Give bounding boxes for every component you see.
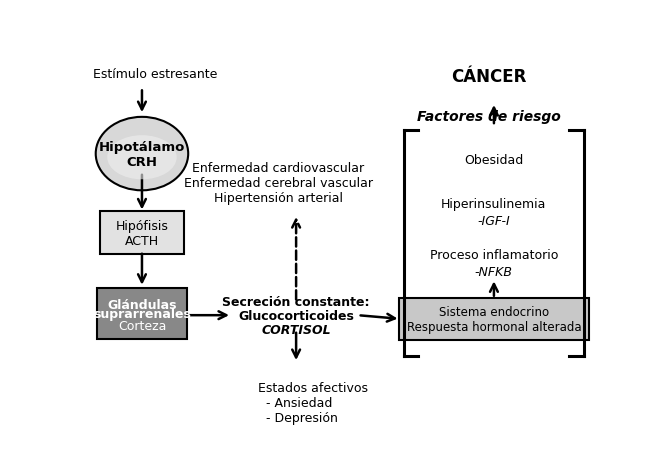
Text: suprarrenales: suprarrenales — [93, 307, 191, 320]
Text: Hiperinsulinemia: Hiperinsulinemia — [442, 197, 546, 210]
FancyBboxPatch shape — [97, 288, 187, 339]
FancyBboxPatch shape — [399, 298, 589, 340]
Text: Hipófisis
ACTH: Hipófisis ACTH — [115, 219, 168, 247]
Text: Enfermedad cardiovascular
Enfermedad cerebral vascular
Hipertensión arterial: Enfermedad cardiovascular Enfermedad cer… — [184, 162, 373, 205]
Text: Glándulas: Glándulas — [107, 298, 177, 311]
Text: Factores de riesgo: Factores de riesgo — [417, 110, 561, 124]
Text: -NFKB: -NFKB — [475, 266, 513, 279]
Text: CÁNCER: CÁNCER — [451, 68, 526, 86]
Ellipse shape — [107, 136, 176, 180]
Text: Obesidad: Obesidad — [464, 153, 524, 166]
Ellipse shape — [95, 118, 188, 191]
FancyBboxPatch shape — [99, 212, 184, 254]
Text: Proceso inflamatorio: Proceso inflamatorio — [430, 248, 558, 261]
Text: Glucocorticoides: Glucocorticoides — [238, 309, 354, 322]
Text: Corteza: Corteza — [118, 319, 166, 332]
Text: Sistema endocrino
Respuesta hormonal alterada: Sistema endocrino Respuesta hormonal alt… — [406, 305, 581, 333]
Text: Estímulo estresante: Estímulo estresante — [93, 68, 217, 81]
Text: CORTISOL: CORTISOL — [261, 324, 331, 337]
Text: Hipotálamo
CRH: Hipotálamo CRH — [99, 140, 185, 168]
Text: Secreción constante:: Secreción constante: — [222, 295, 370, 308]
Text: Estados afectivos
  - Ansiedad
  - Depresión: Estados afectivos - Ansiedad - Depresión — [258, 381, 367, 425]
Text: -IGF-I: -IGF-I — [477, 215, 511, 228]
